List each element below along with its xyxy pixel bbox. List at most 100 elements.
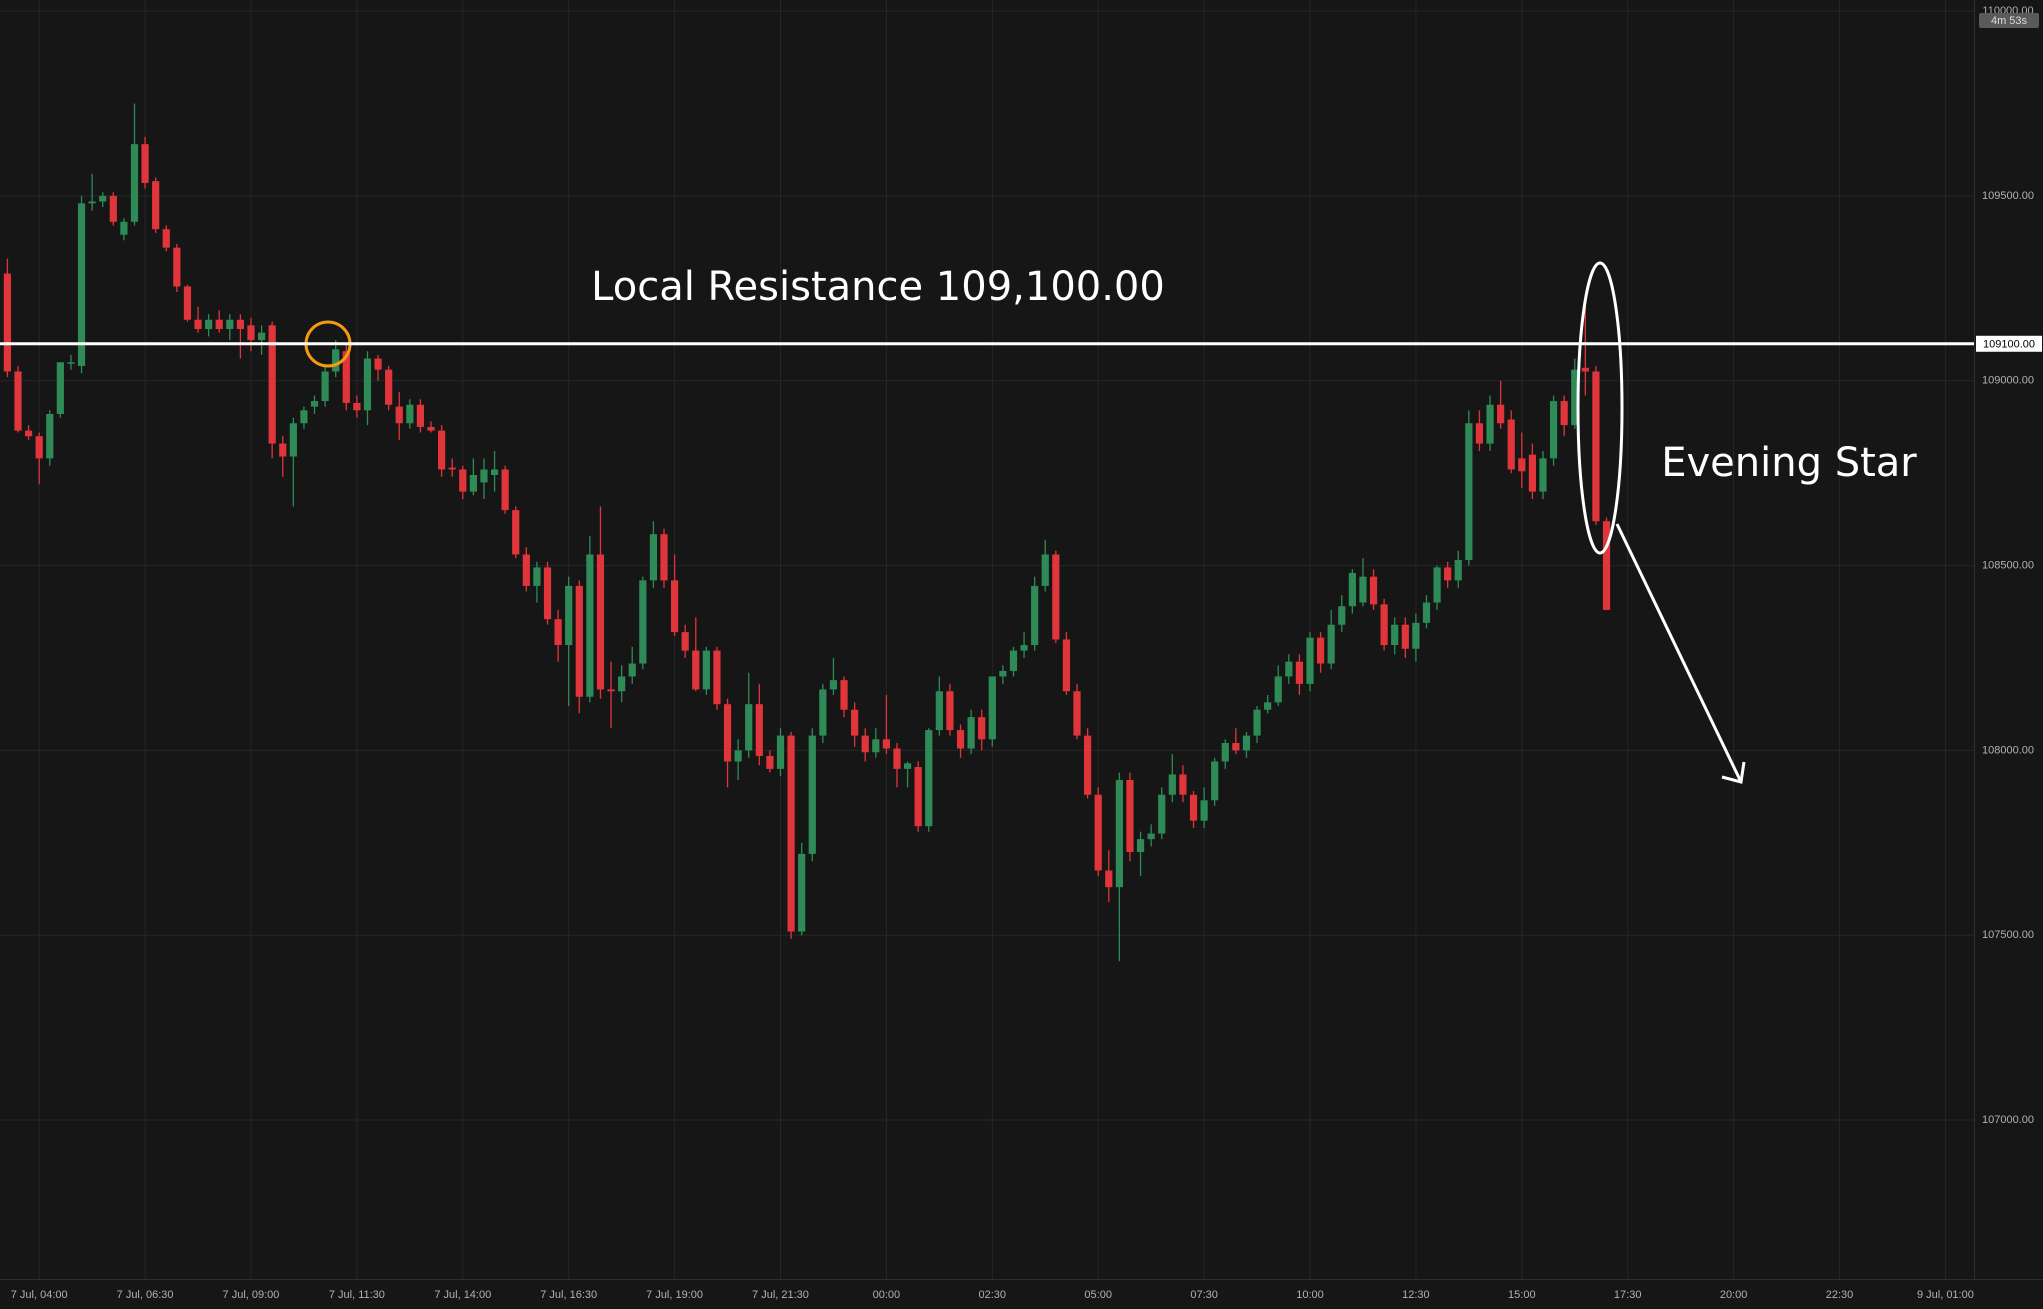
candle-body bbox=[628, 663, 636, 677]
candle-body bbox=[808, 735, 816, 854]
candle-body bbox=[554, 619, 562, 646]
candle-body bbox=[607, 689, 615, 692]
candle-body bbox=[512, 510, 520, 555]
candle-body bbox=[67, 362, 75, 364]
candle-body bbox=[872, 739, 880, 753]
candle-body bbox=[120, 221, 128, 235]
resistance-price-box bbox=[1976, 335, 2042, 352]
candle-body bbox=[999, 670, 1007, 677]
candle-body bbox=[840, 680, 848, 710]
y-tick-label: 109500.00 bbox=[1982, 190, 2034, 202]
x-tick-label: 17:30 bbox=[1614, 1289, 1642, 1301]
candle-body bbox=[1486, 404, 1494, 444]
candle-body bbox=[1084, 735, 1092, 795]
candle-body bbox=[469, 475, 477, 492]
candle-body bbox=[766, 755, 774, 769]
candle-body bbox=[1571, 369, 1579, 426]
candle-body bbox=[1115, 779, 1123, 888]
candle-body bbox=[1560, 401, 1568, 426]
candle-body bbox=[914, 767, 922, 827]
candle-body bbox=[141, 144, 149, 183]
candle-body bbox=[1327, 624, 1335, 664]
y-tick-label: 107000.00 bbox=[1982, 1114, 2034, 1126]
candle-body bbox=[236, 319, 244, 329]
candle-body bbox=[639, 580, 647, 664]
candle-body bbox=[480, 469, 488, 483]
candle-body bbox=[967, 717, 975, 749]
y-tick-label: 108000.00 bbox=[1982, 744, 2034, 756]
candle-body bbox=[1211, 761, 1219, 801]
x-tick-label: 10:00 bbox=[1296, 1289, 1324, 1301]
candle-body bbox=[1189, 794, 1198, 821]
candle-body bbox=[1549, 401, 1558, 459]
candle-body bbox=[988, 676, 996, 740]
candle-body bbox=[427, 426, 435, 431]
y-tick-label: 109000.00 bbox=[1982, 375, 2034, 387]
candle-body bbox=[332, 349, 340, 372]
candle-body bbox=[56, 362, 64, 415]
x-tick-label: 00:00 bbox=[873, 1289, 901, 1301]
candle-body bbox=[903, 763, 912, 769]
x-tick-label: 7 Jul, 19:00 bbox=[646, 1289, 703, 1301]
candle-body bbox=[385, 369, 393, 405]
candle-body bbox=[490, 469, 499, 476]
candle-body bbox=[406, 404, 414, 424]
candle-body bbox=[1264, 702, 1272, 710]
candle-body bbox=[1200, 800, 1208, 821]
x-tick-label: 02:30 bbox=[979, 1289, 1007, 1301]
candle-body bbox=[829, 680, 838, 690]
candle-body bbox=[1062, 639, 1071, 692]
candle-body bbox=[819, 689, 827, 736]
candle-body bbox=[24, 430, 33, 437]
candle-body bbox=[565, 585, 573, 646]
x-tick-label: 7 Jul, 21:30 bbox=[752, 1289, 809, 1301]
candle-body bbox=[3, 273, 12, 372]
candle-body bbox=[1105, 870, 1113, 888]
candle-body bbox=[596, 554, 605, 690]
candle-body bbox=[99, 195, 107, 202]
x-tick-label: 15:00 bbox=[1508, 1289, 1536, 1301]
candle-body bbox=[194, 319, 202, 329]
y-tick-label: 108500.00 bbox=[1982, 559, 2034, 571]
candle-body bbox=[1009, 650, 1018, 671]
grid bbox=[0, 0, 1974, 1279]
candle-body bbox=[1316, 637, 1325, 664]
x-tick-label: 20:00 bbox=[1720, 1289, 1748, 1301]
x-tick-label: 7 Jul, 11:30 bbox=[329, 1289, 385, 1301]
candle-body bbox=[1507, 419, 1515, 470]
candle-body bbox=[575, 585, 583, 697]
candle-body bbox=[861, 735, 869, 753]
candle-body bbox=[649, 534, 658, 581]
candle-body bbox=[1465, 423, 1473, 561]
candle-body bbox=[1422, 602, 1431, 623]
candle-body bbox=[925, 730, 933, 827]
pattern-ellipse bbox=[1576, 261, 1624, 555]
candle-body bbox=[522, 554, 530, 586]
candle-body bbox=[1592, 371, 1600, 522]
candle-body bbox=[1031, 585, 1039, 646]
candle-body bbox=[109, 195, 117, 222]
candle-body bbox=[1136, 839, 1145, 853]
candle-body bbox=[702, 650, 710, 690]
overlay: Local Resistance 109,100.00 Evening Star bbox=[0, 261, 1974, 784]
candle-body bbox=[205, 319, 213, 329]
candle-body bbox=[1401, 624, 1409, 649]
x-tick-label: 07:30 bbox=[1190, 1289, 1218, 1301]
candle-body bbox=[692, 650, 700, 690]
candle-body bbox=[851, 709, 859, 736]
candle-body bbox=[1147, 833, 1155, 840]
candle-body bbox=[1179, 774, 1187, 795]
candle-body bbox=[1348, 572, 1356, 607]
candle-body bbox=[310, 401, 319, 407]
candle-body bbox=[162, 229, 170, 248]
candle-body bbox=[46, 414, 54, 459]
candle-body bbox=[395, 406, 403, 424]
candle-body bbox=[289, 423, 297, 457]
candle-body bbox=[152, 181, 160, 230]
candle-body bbox=[745, 704, 753, 751]
candle-body bbox=[88, 201, 96, 204]
pattern-annotation: Evening Star bbox=[1661, 440, 1917, 486]
candle-body bbox=[1475, 423, 1484, 444]
candle-body bbox=[723, 704, 732, 762]
